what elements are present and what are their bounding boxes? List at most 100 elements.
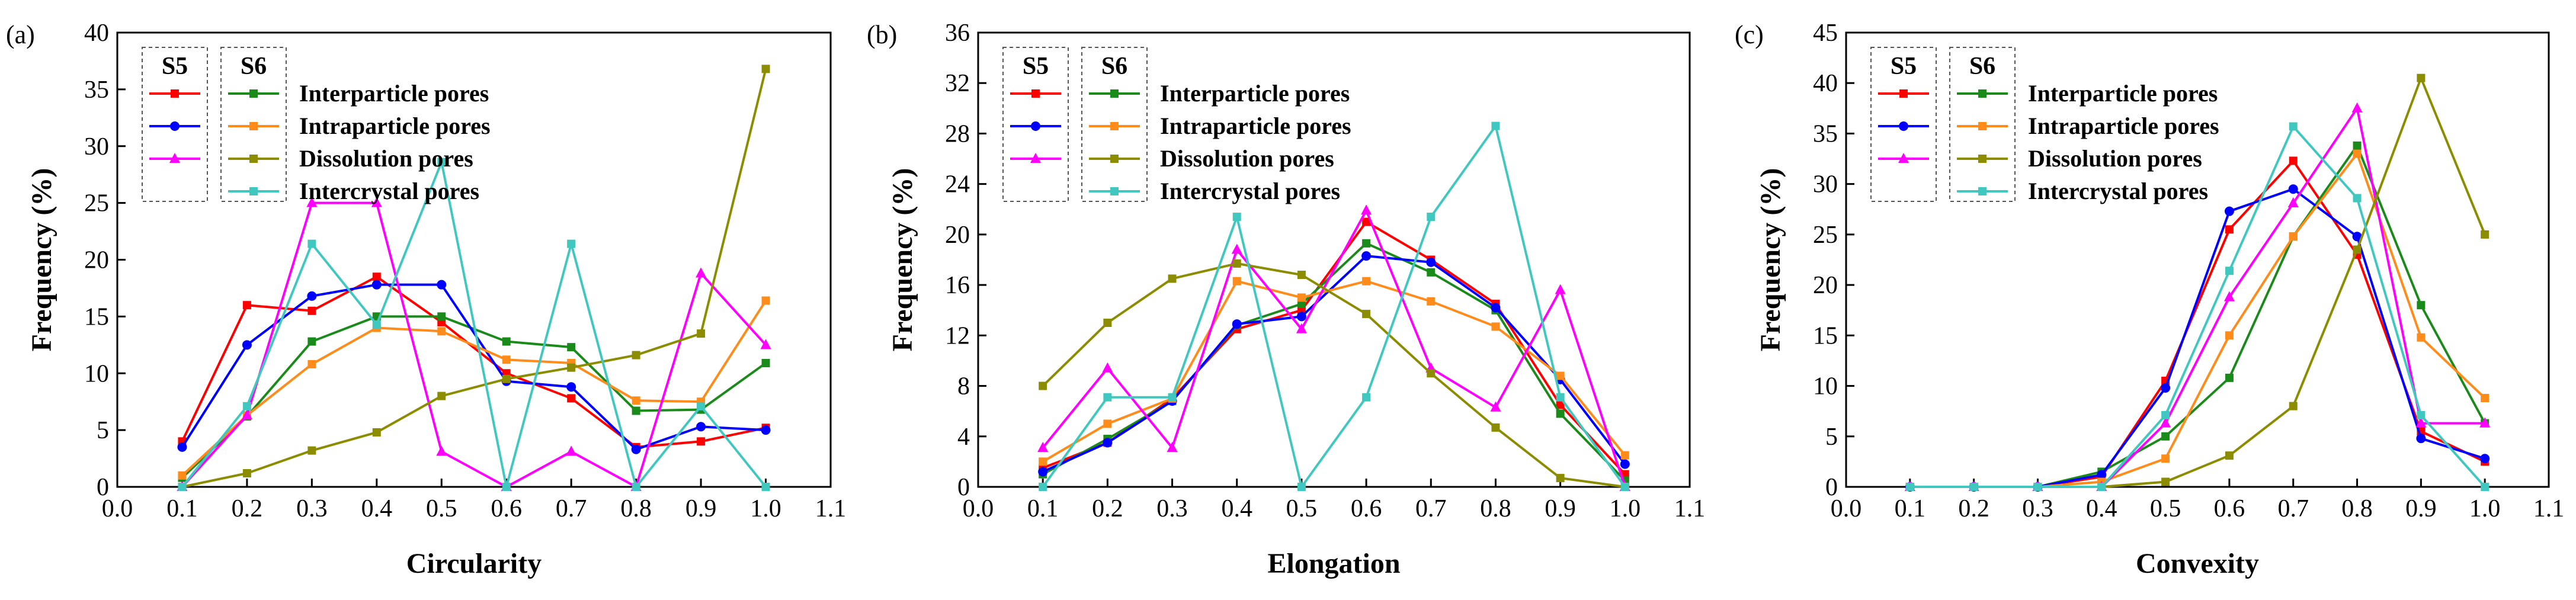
data-point [2417, 301, 2426, 310]
data-point [696, 267, 707, 278]
data-point [2289, 402, 2298, 410]
series-line [1042, 124, 1626, 488]
data-point [2481, 230, 2490, 239]
series-line [1042, 209, 1626, 487]
data-point [1296, 312, 1306, 322]
x-tick-label: 0.5 [426, 495, 457, 522]
y-axis-title: Frequency (%) [887, 168, 918, 352]
y-tick-label: 10 [84, 360, 109, 387]
data-point [2161, 454, 2170, 463]
y-tick-label: 10 [1813, 373, 1838, 400]
x-tick-label: 0.8 [620, 495, 652, 522]
legend-label: Intraparticle pores [299, 113, 491, 139]
data-point [632, 396, 640, 405]
data-point [437, 280, 447, 290]
data-point [2161, 410, 2170, 419]
series-line [181, 300, 767, 477]
x-tick-label: 0.2 [1092, 495, 1123, 522]
legend: S5 S6 Interparticle pores Intraparticle por… [1002, 47, 1351, 204]
data-point [567, 239, 576, 248]
series-line [181, 161, 767, 488]
y-tick-label: 20 [1813, 272, 1838, 299]
series-intraparticle-pores-s6 [1039, 277, 1629, 466]
x-tick-label: 0.0 [1831, 495, 1862, 522]
data-point [1168, 393, 1177, 402]
data-point [2416, 434, 2426, 444]
x-tick-label: 0.1 [166, 495, 198, 522]
data-point [177, 442, 187, 452]
x-tick-label: 1.0 [750, 495, 781, 522]
y-tick-label: 25 [84, 190, 109, 217]
plot-frame [977, 31, 1691, 488]
data-point [502, 337, 511, 346]
y-tick-label: 5 [1825, 423, 1838, 451]
data-point [1978, 89, 1987, 98]
data-point [697, 402, 706, 410]
data-point [2417, 410, 2426, 419]
data-point [1620, 459, 1630, 469]
data-point [242, 469, 251, 477]
data-point [1556, 393, 1565, 402]
y-tick-label: 15 [1813, 322, 1838, 349]
data-point [1037, 441, 1049, 452]
series-dissolution-pores-s6 [178, 65, 770, 491]
x-tick-label: 0.1 [1027, 495, 1059, 522]
y-axis-title: Frequency (%) [1755, 168, 1786, 352]
x-tick-label: 1.0 [2469, 495, 2501, 522]
series-line [1042, 242, 1626, 482]
data-point [2415, 417, 2427, 428]
data-point [2481, 483, 2490, 491]
y-tick-label: 20 [84, 247, 109, 274]
data-point [2225, 225, 2234, 234]
data-point [2289, 156, 2298, 165]
data-point [760, 339, 771, 349]
data-point [1556, 474, 1565, 483]
data-point [436, 445, 447, 456]
x-tick-label: 0.4 [361, 495, 393, 522]
series-intercrystal-pores-s6 [1905, 122, 2490, 491]
x-tick-label: 1.0 [1610, 495, 1641, 522]
x-tick-label: 1.1 [815, 495, 847, 522]
data-point [1426, 257, 1436, 267]
data-point [2479, 417, 2491, 428]
data-point [2480, 454, 2490, 464]
y-tick-label: 35 [1813, 120, 1838, 147]
y-tick-label: 36 [945, 20, 970, 47]
data-point [2224, 206, 2234, 216]
data-point [1296, 323, 1307, 333]
legend: S5 S6 Interparticle pores Intraparticle por… [1870, 47, 2219, 204]
data-point [437, 158, 446, 166]
y-tick-label: 30 [84, 133, 109, 161]
series-line [182, 68, 767, 488]
panel-label: (a) [6, 20, 35, 49]
series-line [1042, 255, 1626, 473]
series-line [181, 201, 767, 488]
data-point [1620, 483, 1629, 491]
series-line [1909, 159, 2486, 488]
data-point [567, 363, 576, 372]
y-tick-label: 0 [97, 474, 109, 501]
series-dissolution-pores-s5 [1037, 204, 1630, 491]
series-dissolution-pores-s5 [177, 197, 771, 491]
x-tick-label: 0.0 [102, 495, 133, 522]
data-point [242, 402, 251, 410]
x-tick-label: 0.7 [1415, 495, 1447, 522]
data-point [1491, 423, 1500, 432]
legend-label: Interparticle pores [299, 80, 489, 107]
data-point [249, 155, 258, 163]
data-point [2161, 383, 2171, 393]
data-point [761, 425, 771, 435]
data-point [1232, 259, 1241, 268]
data-point [1297, 300, 1306, 309]
panel-label: (c) [1735, 20, 1764, 49]
data-point [437, 312, 446, 321]
data-point [2223, 291, 2235, 301]
legend-label: Dissolution pores [299, 145, 473, 172]
data-point [1620, 470, 1629, 479]
y-tick-label: 32 [945, 70, 970, 97]
legend-label: Interparticle pores [2028, 80, 2218, 107]
chart-panel-2: 0.0 0.1 0.2 0.3 0.4 0.5 0.6 0.7 0.8 0.9 1.0 1.1 0 4 8 1… [867, 20, 1705, 579]
data-point [632, 483, 640, 491]
data-point [1556, 409, 1565, 418]
data-point [1038, 467, 1048, 477]
